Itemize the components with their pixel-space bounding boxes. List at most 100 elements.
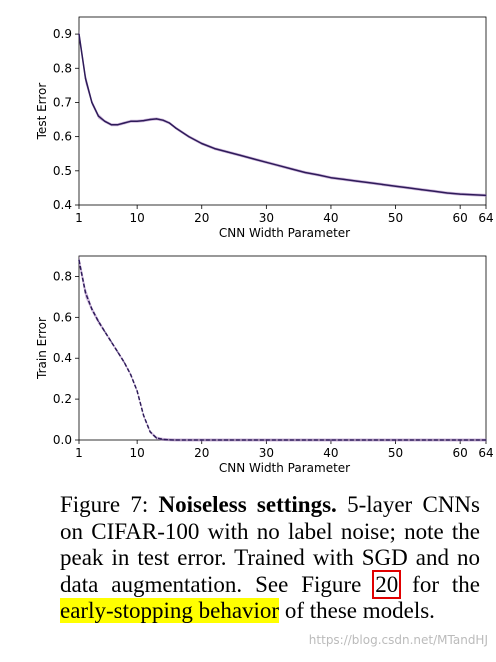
- test-data-point: [330, 177, 332, 179]
- test-x-tick-label: 1: [75, 211, 83, 225]
- test-data-point: [168, 122, 170, 124]
- train-error-chart: 1 10 20 30 40 50 60 64 0.0 0.2 0.4 0.6 0.8 CNN Width …: [35, 255, 494, 475]
- test-data-point: [369, 182, 371, 184]
- train-data-point: [155, 437, 158, 439]
- test-data-point: [227, 151, 229, 153]
- test-data-point: [433, 190, 435, 192]
- test-error-chart: 1 10 20 30 40 50 60 64 0.4 0.5 0.6 0.7 0.8 0.9 CNN Wid…: [35, 16, 494, 240]
- test-data-point: [130, 120, 132, 122]
- train-data-point: [395, 439, 397, 441]
- test-data-point: [252, 158, 254, 160]
- test-data-point: [84, 77, 87, 80]
- test-data-point: [407, 187, 410, 189]
- test-y-tick-label: 0.4: [53, 198, 72, 212]
- train-data-point: [130, 374, 132, 376]
- test-x-tick-label: 40: [323, 211, 338, 225]
- test-y-tick-label: 0.6: [53, 130, 72, 144]
- test-data-point: [97, 115, 99, 117]
- train-x-tick-label: 10: [130, 446, 145, 460]
- test-data-point: [304, 171, 306, 174]
- test-data-point: [123, 122, 125, 124]
- watermark: https://blog.csdn.net/MTandHJ: [308, 633, 488, 647]
- train-data-point: [97, 320, 99, 322]
- test-data-point: [291, 168, 293, 170]
- test-y-tick-label: 0.5: [53, 164, 72, 178]
- train-y-tick-label: 0.2: [53, 392, 72, 406]
- test-series-line: [78, 33, 487, 197]
- train-data-point: [104, 331, 106, 333]
- test-x-tick-label: 64: [478, 211, 493, 225]
- train-data-point: [110, 341, 112, 343]
- test-data-point: [395, 185, 397, 187]
- train-x-axis-label: CNN Width Parameter: [219, 461, 350, 475]
- train-data-point: [136, 390, 138, 392]
- train-data-point: [201, 439, 203, 441]
- train-y-tick-label: 0.8: [53, 269, 72, 283]
- test-data-point: [343, 178, 345, 180]
- train-x-tick-label: 40: [323, 446, 338, 460]
- test-data-point: [382, 183, 384, 186]
- test-data-point: [175, 127, 177, 129]
- test-data-point: [214, 148, 216, 150]
- train-data-point: [188, 439, 190, 441]
- train-data-point: [485, 439, 487, 441]
- train-series-band: [79, 255, 486, 442]
- test-x-tick-label: 30: [259, 211, 274, 225]
- test-data-point: [239, 154, 242, 156]
- train-x-tick-label: 64: [478, 446, 493, 460]
- train-data-point: [84, 292, 87, 294]
- figure-svg: 1 10 20 30 40 50 60 64 0.4 0.5 0.6 0.7 0.8 0.9 CNN Wid…: [35, 16, 494, 475]
- test-data-point: [91, 101, 93, 104]
- test-data-point: [117, 124, 119, 126]
- test-data-point: [104, 120, 106, 122]
- test-x-tick-label: 20: [194, 211, 209, 225]
- caption-text-after: of these models.: [284, 598, 435, 623]
- test-data-point: [485, 194, 487, 196]
- test-data-point: [278, 165, 280, 167]
- train-series-line: [78, 259, 486, 441]
- test-data-point: [155, 118, 158, 120]
- test-data-point: [188, 136, 190, 138]
- test-y-tick-label: 0.9: [53, 27, 72, 41]
- test-data-point: [162, 119, 164, 121]
- train-data-point: [265, 439, 267, 441]
- train-y-tick-label: 0.0: [53, 433, 72, 447]
- train-data-point: [162, 438, 164, 440]
- train-axes-frame: [78, 255, 487, 441]
- train-data-point: [123, 361, 125, 363]
- test-y-tick-label: 0.7: [53, 95, 72, 109]
- test-data-point: [356, 180, 358, 182]
- figure-reference-link[interactable]: 20: [372, 569, 402, 599]
- caption-text-before: 5-layer CNNs on CIFAR-100 with no label …: [60, 492, 480, 597]
- train-x-tick-label: 1: [75, 446, 83, 460]
- train-data-point: [459, 439, 461, 441]
- figure-caption: Figure 7: Noiseless settings. 5-layer CN…: [60, 492, 480, 625]
- test-data-point: [459, 193, 461, 195]
- train-data-point: [149, 431, 151, 433]
- test-data-point: [317, 174, 319, 176]
- train-data-point: [78, 259, 80, 261]
- train-data-point: [330, 439, 332, 441]
- train-data-point: [117, 351, 119, 353]
- highlighted-phrase: early-stopping behavior: [60, 598, 280, 623]
- test-data-point: [143, 120, 145, 122]
- train-y-tick-label: 0.4: [53, 351, 72, 365]
- test-data-point: [110, 124, 112, 126]
- test-axes-frame: [78, 16, 487, 206]
- test-x-tick-label: 10: [130, 211, 145, 225]
- caption-title: Noiseless settings.: [158, 492, 337, 517]
- test-series-band: [79, 29, 486, 197]
- test-x-axis-label: CNN Width Parameter: [219, 226, 350, 240]
- test-y-tick-label: 0.8: [53, 61, 72, 75]
- train-data-point: [227, 439, 229, 441]
- test-data-point: [78, 33, 80, 35]
- caption-label: Figure 7:: [60, 492, 149, 517]
- test-data-point: [446, 192, 448, 194]
- train-x-tick-label: 20: [194, 446, 209, 460]
- train-data-point: [175, 439, 177, 441]
- train-y-axis-label: Train Error: [35, 317, 49, 380]
- train-data-point: [91, 308, 93, 310]
- train-x-tick-label: 60: [453, 446, 468, 460]
- test-data-point: [136, 120, 138, 122]
- test-data-point: [472, 194, 474, 196]
